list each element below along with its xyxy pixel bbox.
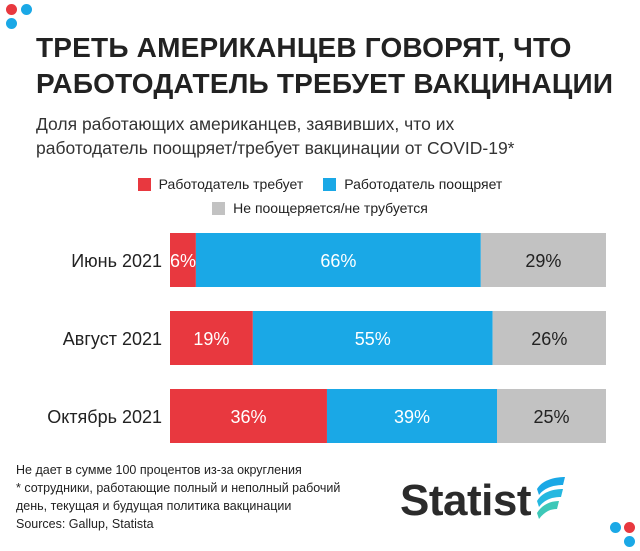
legend-row-2: Не поощеряется/не трубуется	[0, 200, 640, 216]
chart-title: ТРЕТЬ АМЕРИКАНЦЕВ ГОВОРЯТ, ЧТО РАБОТОДАТ…	[36, 30, 616, 102]
legend-item-encouraged: Работодатель поощряет	[323, 176, 502, 192]
bar-required-1	[170, 311, 253, 365]
data-label-encouraged-2: 39%	[394, 407, 430, 427]
footnote-employees-2: день, текущая и будущая политика вакцина…	[16, 499, 292, 513]
bar-required-0	[170, 233, 196, 287]
legend-label-neither: Не поощеряется/не трубуется	[233, 200, 428, 216]
data-label-required-1: 19%	[193, 329, 229, 349]
legend-swatch-encouraged	[323, 177, 337, 191]
legend-label-required: Работодатель требует	[158, 176, 304, 192]
bar-encouraged-2	[326, 389, 497, 443]
data-label-required-0: 6%	[170, 251, 196, 271]
chart-title-line-1: ТРЕТЬ АМЕРИКАНЦЕВ ГОВОРЯТ, ЧТО	[36, 32, 572, 63]
decor-dot-blue-top-2	[6, 18, 17, 29]
data-label-neither-0: 29%	[525, 251, 561, 271]
decor-dot-blue-bottom-2	[624, 536, 635, 547]
category-label-1: Август 2021	[63, 329, 162, 349]
data-label-neither-1: 26%	[531, 329, 567, 349]
bar-neither-1	[492, 311, 606, 365]
chart-subtitle: Доля работающих американцев, заявивших, …	[36, 112, 626, 160]
footnote-sources: Sources: Gallup, Statista	[16, 517, 154, 531]
bar-neither-0	[480, 233, 606, 287]
legend-label-encouraged: Работодатель поощряет	[344, 176, 503, 192]
stacked-bar-chart: Июнь 2021 6% 66% 29% Август 2021 19% 55% 26% Окт…	[47, 233, 606, 443]
category-label-0: Июнь 2021	[71, 251, 162, 271]
chart-subtitle-line-1: Доля работающих американцев, заявивших, …	[36, 114, 455, 134]
bar-neither-2	[497, 389, 606, 443]
footnote-employees-1: * сотрудники, работающие полный и неполн…	[16, 481, 341, 495]
data-label-encouraged-0: 66%	[320, 251, 356, 271]
category-label-2: Октябрь 2021	[47, 407, 162, 427]
statista-logo: Statist	[400, 476, 567, 526]
decor-dot-red-top	[6, 4, 17, 15]
statista-logo-icon	[536, 477, 565, 519]
chart-subtitle-line-2: работодатель поощряет/требует вакцинации…	[36, 138, 515, 158]
legend-swatch-required	[137, 177, 151, 191]
bar-required-2	[170, 389, 327, 443]
decor-dot-blue-top	[21, 4, 32, 15]
legend-item-required: Работодатель требует	[137, 176, 304, 192]
decor-dot-red-bottom	[624, 522, 635, 533]
data-label-neither-2: 25%	[533, 407, 569, 427]
data-label-encouraged-1: 55%	[355, 329, 391, 349]
bar-encouraged-1	[252, 311, 493, 365]
legend-swatch-neither	[212, 201, 226, 215]
footnote-rounding: Не дает в сумме 100 процентов из-за окру…	[16, 463, 302, 477]
legend-item-neither: Не поощеряется/не трубуется	[212, 200, 428, 216]
logo-text: Statist	[400, 476, 531, 525]
legend-row-1: Работодатель требует Работодатель поощря…	[0, 176, 640, 192]
data-label-required-2: 36%	[230, 407, 266, 427]
chart-title-line-2: РАБОТОДАТЕЛЬ ТРЕБУЕТ ВАКЦИНАЦИИ	[36, 68, 614, 99]
bar-encouraged-0	[195, 233, 481, 287]
footnotes: Не дает в сумме 100 процентов из-за окру…	[16, 461, 340, 533]
decor-dot-blue-bottom	[610, 522, 621, 533]
